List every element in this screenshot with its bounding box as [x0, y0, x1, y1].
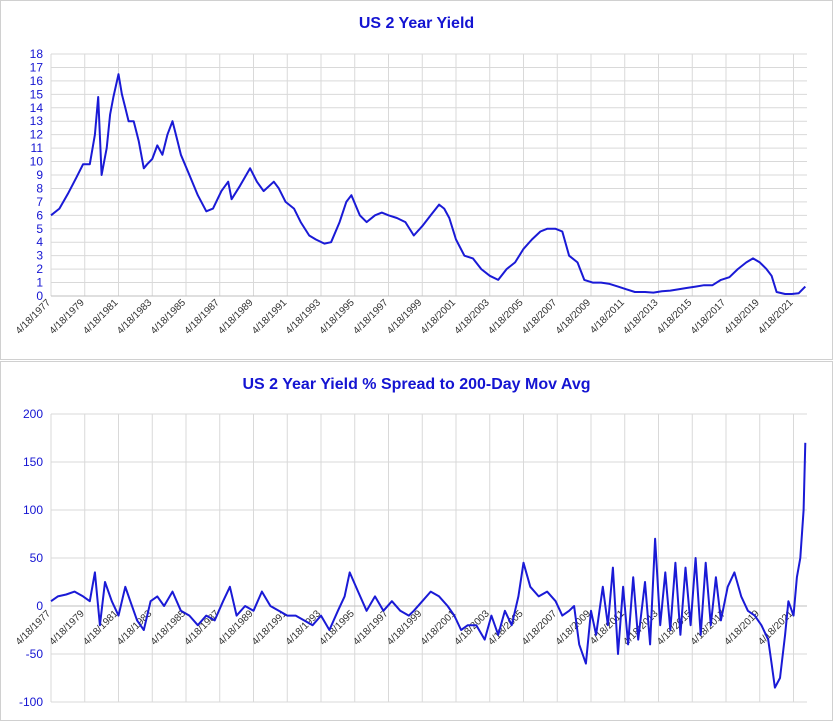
x-tick-label: 4/18/1991: [250, 297, 290, 337]
x-tick-label: 4/18/2003: [453, 608, 493, 648]
y-tick-label: 16: [30, 74, 44, 88]
y-tick-label: 8: [36, 181, 43, 195]
x-tick-label: 4/18/2007: [520, 297, 560, 337]
y-tick-label: 4: [36, 235, 43, 249]
x-tick-label: 4/18/2011: [588, 297, 627, 336]
x-tick-label: 4/18/2015: [655, 297, 695, 337]
yield-line-chart: 01234567891011121314151617184/18/19774/1…: [14, 47, 807, 337]
x-tick-label: 4/18/1993: [284, 608, 324, 648]
x-tick-label: 4/18/2007: [520, 608, 560, 648]
y-tick-label: 0: [36, 599, 43, 613]
spread-chart-panel: US 2 Year Yield % Spread to 200-Day Mov …: [0, 361, 833, 721]
y-tick-label: -50: [26, 647, 44, 661]
y-tick-label: 18: [30, 47, 44, 61]
y-tick-label: 10: [30, 155, 44, 169]
x-tick-label: 4/18/2017: [689, 297, 729, 337]
x-tick-label: 4/18/1993: [284, 297, 324, 337]
y-tick-label: 50: [30, 551, 44, 565]
x-tick-label: 4/18/1999: [385, 297, 425, 337]
y-tick-label: -100: [19, 695, 43, 709]
yield-chart-panel: US 2 Year Yield 0 1 2 3 4 5 6 7 8 9 10 11 12 13 14 15 16…: [0, 0, 833, 360]
y-tick-label: 14: [30, 101, 44, 115]
y-tick-label: 0: [36, 289, 43, 303]
y-tick-label: 17: [30, 60, 44, 74]
x-tick-label: 4/18/1997: [351, 297, 391, 337]
series-line: [50, 73, 807, 295]
x-tick-label: 4/18/2019: [723, 297, 763, 337]
x-tick-label: 4/18/1985: [149, 608, 189, 648]
x-tick-label: 4/18/1987: [183, 608, 223, 648]
x-tick-label: 4/18/2021: [756, 297, 796, 337]
y-tick-label: 13: [30, 114, 44, 128]
x-tick-label: 4/18/2013: [621, 297, 661, 337]
x-tick-label: 4/18/1987: [183, 297, 223, 337]
x-tick-label: 4/18/1979: [48, 297, 88, 337]
y-tick-label: 6: [36, 208, 43, 222]
y-tick-label: 100: [23, 503, 43, 517]
y-tick-label: 2: [36, 262, 43, 276]
x-tick-label: 4/18/2009: [554, 297, 594, 337]
x-tick-label: 4/18/1979: [48, 608, 88, 648]
y-tick-label: 7: [36, 195, 43, 209]
y-tick-label: 200: [23, 407, 43, 421]
x-tick-label: 4/18/1997: [351, 608, 391, 648]
x-tick-label: 4/18/1989: [216, 297, 256, 337]
y-tick-label: 5: [36, 222, 43, 236]
chart-title: US 2 Year Yield % Spread to 200-Day Mov …: [242, 376, 591, 393]
x-tick-label: 4/18/2005: [486, 297, 526, 337]
x-tick-label: 4/18/2019: [723, 608, 763, 648]
chart-title: US 2 Year Yield: [358, 15, 475, 32]
y-tick-label: 9: [36, 168, 43, 182]
x-tick-label: 4/18/1995: [318, 297, 358, 337]
y-tick-label: 150: [23, 455, 43, 469]
y-tick-label: 15: [30, 87, 44, 101]
x-tick-label: 4/18/1977: [14, 297, 54, 337]
y-tick-label: 11: [31, 141, 44, 155]
x-tick-label: 4/18/1981: [81, 297, 121, 337]
y-tick-label: 1: [36, 276, 43, 290]
x-tick-label: 4/18/1983: [115, 297, 155, 337]
x-tick-label: 4/18/1985: [149, 297, 189, 337]
y-tick-label: 12: [30, 128, 44, 142]
x-tick-label: 4/18/1977: [14, 608, 54, 648]
x-tick-label: 4/18/2003: [453, 297, 493, 337]
x-tick-label: 4/18/2001: [419, 297, 459, 337]
y-tick-label: 3: [36, 249, 43, 263]
series-line: [50, 442, 807, 689]
